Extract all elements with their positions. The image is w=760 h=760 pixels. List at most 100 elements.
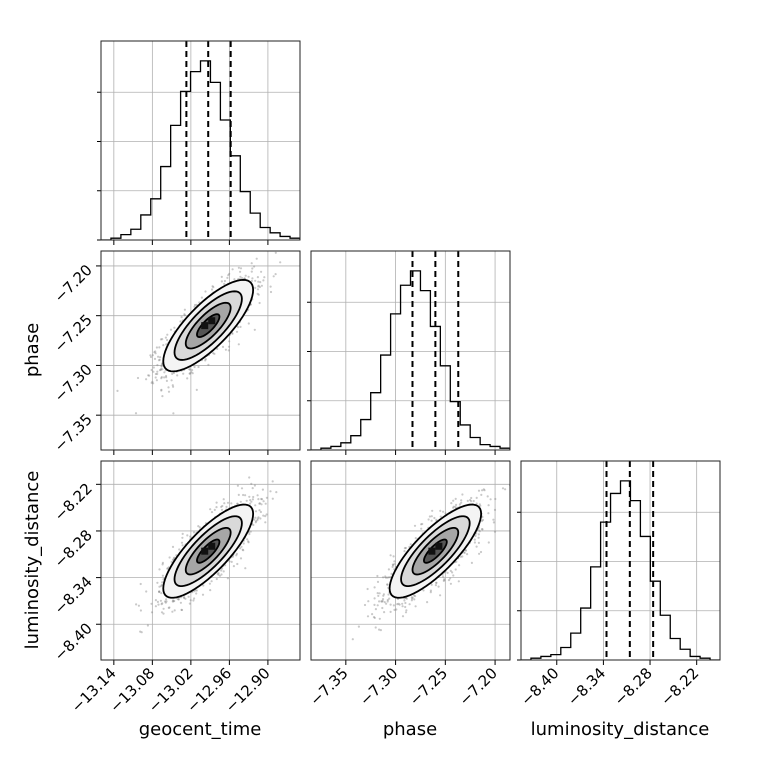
sample-point	[183, 308, 186, 311]
x-tick-label: −7.35	[306, 664, 351, 709]
sample-point	[249, 530, 252, 533]
sample-point	[386, 576, 389, 579]
sample-point	[154, 350, 157, 353]
sample-point	[470, 500, 473, 503]
sample-point	[158, 585, 161, 588]
sample-point	[164, 601, 167, 604]
x-tick-label: −7.30	[356, 664, 401, 709]
density-peak	[428, 547, 436, 555]
x-tick-label: −8.28	[611, 664, 656, 709]
sample-point	[472, 499, 475, 503]
sample-point	[248, 495, 251, 498]
y-tick-label: −8.40	[51, 619, 96, 664]
sample-point	[154, 352, 157, 355]
contour-line	[196, 538, 221, 564]
sample-point	[165, 379, 168, 382]
sample-point	[156, 370, 159, 373]
sample-point	[480, 493, 483, 496]
sample-point	[477, 489, 481, 492]
sample-point	[139, 582, 142, 586]
sample-point	[239, 500, 242, 503]
sample-point	[160, 377, 163, 380]
sample-point	[474, 534, 477, 538]
sample-point	[159, 599, 162, 602]
sample-point	[150, 368, 153, 372]
sample-point	[475, 502, 478, 505]
sample-point	[255, 257, 258, 260]
sample-point	[379, 629, 382, 632]
sample-point	[401, 602, 404, 605]
sample-point	[461, 555, 464, 558]
sample-point	[411, 596, 414, 599]
sample-point	[150, 611, 154, 614]
sample-point	[435, 581, 438, 585]
sample-point	[378, 600, 381, 603]
sample-point	[253, 518, 256, 521]
sample-point	[405, 609, 408, 612]
sample-point	[449, 577, 452, 580]
sample-point	[161, 395, 164, 398]
sample-point	[225, 505, 228, 508]
sample-point	[439, 515, 442, 518]
sample-point	[188, 372, 191, 375]
sample-point	[258, 502, 261, 505]
sample-point	[180, 316, 183, 319]
sample-point	[452, 506, 455, 509]
sample-point	[191, 369, 194, 372]
sample-point	[254, 286, 257, 289]
sample-point	[252, 495, 255, 499]
sample-point	[140, 631, 143, 634]
sample-point	[235, 554, 238, 557]
sample-point	[410, 599, 413, 602]
sample-point	[478, 503, 481, 506]
sample-point	[391, 563, 394, 566]
panel-phase-phase	[307, 250, 511, 455]
contour-line	[184, 301, 232, 350]
sample-point	[145, 590, 148, 593]
sample-point	[381, 599, 384, 603]
sample-point	[478, 529, 481, 532]
sample-point	[256, 494, 259, 497]
sample-point	[411, 597, 414, 600]
sample-point	[451, 571, 454, 574]
sample-point	[373, 603, 376, 607]
sample-point	[166, 338, 169, 342]
sample-point	[489, 498, 492, 501]
sample-point	[232, 565, 235, 568]
sample-point	[151, 380, 154, 383]
sample-point	[161, 561, 164, 565]
sample-point	[135, 603, 138, 606]
sample-point	[458, 503, 461, 506]
sample-point	[167, 390, 171, 393]
sample-point	[148, 374, 151, 377]
sample-point	[236, 326, 240, 329]
sample-point	[171, 372, 174, 375]
x-tick-label: −7.25	[406, 664, 451, 709]
sample-point	[181, 536, 184, 539]
y-tick-label: −7.25	[51, 311, 96, 356]
sample-point	[182, 596, 185, 599]
sample-point	[478, 530, 481, 533]
panel-frame	[100, 460, 301, 661]
sample-point	[201, 593, 205, 596]
contour-line	[162, 278, 255, 373]
sample-point	[378, 617, 381, 620]
sample-point	[404, 611, 408, 614]
sample-point	[486, 495, 489, 498]
sample-point	[381, 600, 384, 603]
sample-point	[264, 515, 267, 518]
sample-point	[212, 286, 215, 289]
sample-point	[167, 606, 170, 610]
sample-point	[177, 598, 180, 601]
sample-point	[279, 261, 282, 264]
sample-point	[172, 412, 175, 415]
sample-point	[188, 368, 192, 371]
y-tick-label: −7.35	[51, 410, 96, 455]
sample-point	[171, 545, 175, 549]
sample-point	[414, 537, 417, 540]
sample-point	[226, 501, 230, 504]
sample-point	[392, 564, 395, 567]
sample-point	[160, 592, 163, 595]
sample-point	[408, 603, 411, 606]
sample-point	[257, 293, 260, 296]
